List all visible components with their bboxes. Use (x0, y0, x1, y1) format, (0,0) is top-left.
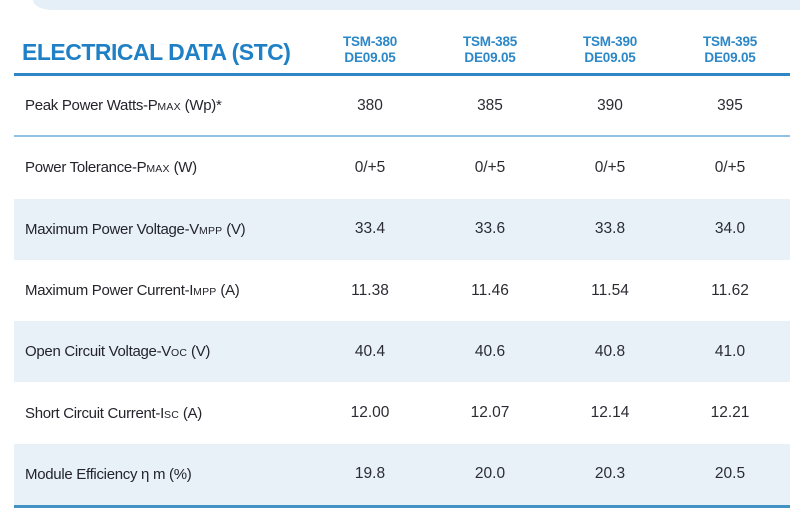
column-version: DE09.05 (344, 50, 396, 66)
value-cell: 41.0 (714, 342, 746, 360)
table-row: Open Circuit Voltage-VOC (V) 40.4 40.6 40.8… (14, 321, 790, 383)
value-cell: 34.0 (714, 220, 746, 238)
value-cell: 19.8 (354, 465, 386, 483)
table-row: Power Tolerance-PMAX (W) 0/+5 0/+5 0/+5 0/+5 (14, 137, 790, 198)
column-header: TSM-385 DE09.05 (430, 28, 550, 66)
value-cell: 0/+5 (714, 158, 746, 176)
table-row: Maximum Power Voltage-VMPP (V) 33.4 33.6 33… (14, 198, 790, 260)
column-model: TSM-390 (582, 34, 638, 49)
value-cell: 0/+5 (474, 158, 506, 176)
value-cell: 40.8 (594, 342, 626, 360)
column-version: DE09.05 (464, 50, 516, 66)
value-cell: 0/+5 (354, 158, 386, 176)
value-cell: 385 (477, 96, 503, 114)
table-row: Short Circuit Current-ISC (A) 12.00 12.07 1… (14, 382, 790, 443)
value-cell: 33.8 (594, 220, 626, 238)
top-decorative-band (33, 0, 800, 10)
value-cell: 33.6 (474, 220, 506, 238)
value-cell: 12.07 (470, 404, 510, 422)
column-headers: TSM-380 DE09.05 TSM-385 DE09.05 TSM-390 DE09.… (310, 28, 790, 66)
value-cell: 40.6 (474, 342, 506, 360)
column-model: TSM-380 (342, 34, 398, 49)
value-cell: 395 (717, 96, 743, 114)
value-cell: 390 (597, 96, 623, 114)
value-cell: 12.00 (350, 404, 390, 422)
table-row: Peak Power Watts-PMAX (Wp)* 380 385 390 395 (14, 76, 790, 138)
value-cell: 12.21 (710, 404, 750, 422)
row-label: Open Circuit Voltage-VOC (V) (25, 343, 211, 361)
table-header-row: ELECTRICAL DATA (STC) TSM-380 DE09.05 TSM-… (14, 28, 790, 76)
row-label: Power Tolerance-PMAX (W) (25, 159, 197, 177)
column-header: TSM-390 DE09.05 (550, 28, 670, 66)
value-cell: 20.0 (474, 465, 506, 483)
value-cell: 380 (357, 96, 383, 114)
value-cell: 12.14 (590, 404, 630, 422)
column-model: TSM-385 (462, 34, 518, 49)
value-cell: 20.3 (594, 465, 626, 483)
value-cell: 20.5 (714, 465, 746, 483)
value-cell: 11.38 (351, 281, 389, 299)
row-label: Short Circuit Current-ISC (A) (25, 404, 202, 422)
row-label: Peak Power Watts-PMAX (Wp)* (25, 97, 222, 115)
table-title: ELECTRICAL DATA (STC) (22, 39, 291, 65)
table-body: Peak Power Watts-PMAX (Wp)* 380 385 390 395 P… (14, 76, 790, 509)
column-model: TSM-395 (702, 34, 758, 49)
value-cell: 11.46 (471, 281, 509, 299)
table-row: Maximum Power Current-IMPP (A) 11.38 11.46… (14, 260, 790, 321)
row-label: Module Efficiency η m (%) (25, 465, 192, 483)
row-label: Maximum Power Voltage-VMPP (V) (25, 220, 246, 238)
table-row: Module Efficiency η m (%) 19.8 20.0 20.3 20.… (14, 443, 790, 506)
value-cell: 40.4 (354, 342, 386, 360)
column-header: TSM-380 DE09.05 (310, 28, 430, 66)
electrical-data-table: ELECTRICAL DATA (STC) TSM-380 DE09.05 TSM-… (14, 28, 790, 509)
value-cell: 33.4 (354, 220, 386, 238)
row-label: Maximum Power Current-IMPP (A) (25, 282, 240, 300)
column-header: TSM-395 DE09.05 (670, 28, 790, 66)
column-version: DE09.05 (704, 50, 756, 66)
column-version: DE09.05 (584, 50, 636, 66)
value-cell: 11.62 (711, 281, 749, 299)
value-cell: 0/+5 (594, 158, 626, 176)
value-cell: 11.54 (591, 281, 629, 299)
